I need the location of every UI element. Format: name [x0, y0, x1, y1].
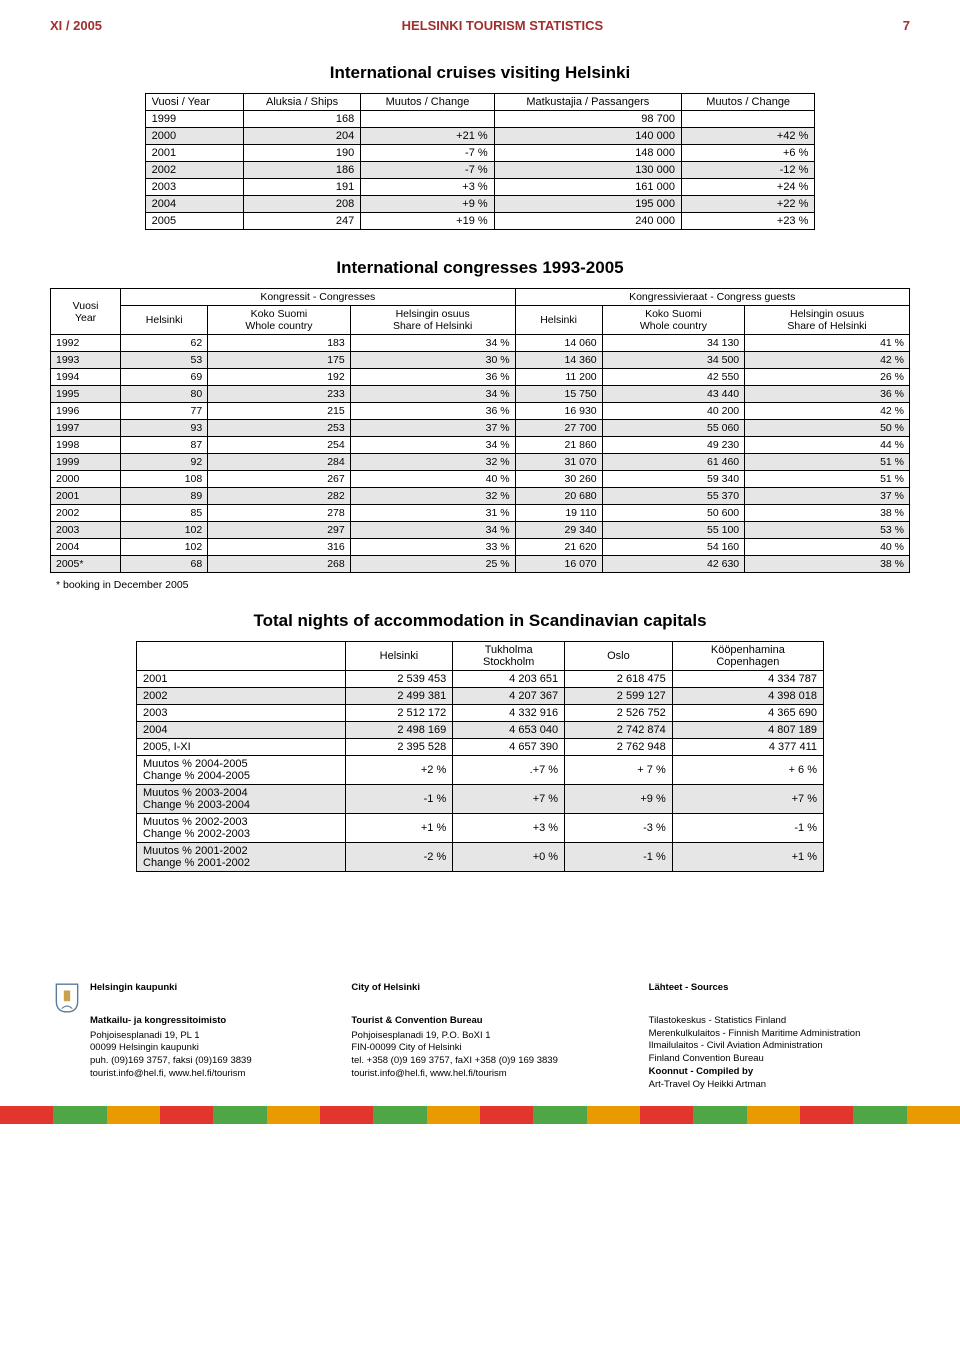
color-strip-segment — [480, 1106, 533, 1124]
footer-line: 00099 Helsingin kaupunki — [90, 1042, 311, 1055]
footer-line: tourist.info@hel.fi, www.hel.fi/tourism — [90, 1068, 311, 1081]
footer-line: puh. (09)169 3757, faksi (09)169 3839 — [90, 1055, 311, 1068]
table-row: Muutos % 2001-2002 Change % 2001-2002-2 … — [137, 843, 824, 872]
footer-col1-sub: Matkailu- ja kongressitoimisto — [90, 1015, 311, 1028]
table-row: Muutos % 2003-2004 Change % 2003-2004-1 … — [137, 785, 824, 814]
footer-line: tourist.info@hel.fi, www.hel.fi/tourism — [351, 1068, 608, 1081]
color-strip-segment — [640, 1106, 693, 1124]
table-row: Muutos % 2004-2005 Change % 2004-2005+2 … — [137, 756, 824, 785]
table-row: 2001190-7 %148 000+6 % — [145, 145, 815, 162]
color-strip-segment — [427, 1106, 480, 1124]
color-strip-segment — [160, 1106, 213, 1124]
color-strip-segment — [800, 1106, 853, 1124]
footer-line: Merenkulkulaitos - Finnish Maritime Admi… — [649, 1028, 906, 1041]
footer-line: Finland Convention Bureau — [649, 1053, 906, 1066]
footer-line: Pohjoisesplanadi 19, P.O. BoXI 1 — [351, 1030, 608, 1043]
footer-col2-hdr: City of Helsinki — [351, 982, 608, 995]
footer-line: Tilastokeskus - Statistics Finland — [649, 1015, 906, 1028]
header-right: 7 — [903, 18, 910, 33]
header-center: HELSINKI TOURISM STATISTICS — [402, 18, 604, 33]
table-row: 2005247+19 %240 000+23 % — [145, 213, 815, 230]
table-row: 20042 498 1694 653 0402 742 8744 807 189 — [137, 722, 824, 739]
color-strip-segment — [587, 1106, 640, 1124]
footer-line: Pohjoisesplanadi 19, PL 1 — [90, 1030, 311, 1043]
table-row: 2004208+9 %195 000+22 % — [145, 196, 815, 213]
table-row: 19946919236 %11 20042 55026 % — [51, 369, 910, 386]
color-strip-segment — [747, 1106, 800, 1124]
nights-table: HelsinkiTukholma StockholmOsloKööpenhami… — [136, 641, 824, 872]
table-row: Muutos % 2002-2003 Change % 2002-2003+1 … — [137, 814, 824, 843]
congresses-column: Koko Suomi Whole country — [208, 306, 350, 335]
color-strip-segment — [213, 1106, 266, 1124]
color-strip-segment — [853, 1106, 906, 1124]
congresses-column: Helsinki — [121, 306, 208, 335]
congresses-table: Vuosi Year Kongressit - Congresses Kongr… — [50, 288, 910, 573]
table-row: 20012 539 4534 203 6512 618 4754 334 787 — [137, 671, 824, 688]
nights-column: Kööpenhamina Copenhagen — [672, 642, 823, 671]
table-row: 19999228432 %31 07061 46051 % — [51, 454, 910, 471]
congresses-column: Helsingin osuus Share of Helsinki — [745, 306, 910, 335]
table-row: 19979325337 %27 70055 06050 % — [51, 420, 910, 437]
congresses-group-left: Kongressit - Congresses — [121, 289, 515, 306]
table-row: 200410231633 %21 62054 16040 % — [51, 539, 910, 556]
table-row: 200310229734 %29 34055 10053 % — [51, 522, 910, 539]
table-row: 2005*6826825 %16 07042 63038 % — [51, 556, 910, 573]
color-strip-segment — [373, 1106, 426, 1124]
congresses-column: Koko Suomi Whole country — [602, 306, 744, 335]
footer-line: tel. +358 (0)9 169 3757, faXI +358 (0)9 … — [351, 1055, 608, 1068]
header-left: XI / 2005 — [50, 18, 102, 33]
table-row: 19958023334 %15 75043 44036 % — [51, 386, 910, 403]
footer: Helsingin kaupunki Matkailu- ja kongress… — [50, 982, 910, 1092]
table-row: 2000204+21 %140 000+42 % — [145, 128, 815, 145]
page-header: XI / 2005 HELSINKI TOURISM STATISTICS 7 — [50, 18, 910, 33]
congresses-column: Helsinki — [515, 306, 602, 335]
footer-col2-sub: Tourist & Convention Bureau — [351, 1015, 608, 1028]
nights-column — [137, 642, 346, 671]
footer-line: Ilmailulaitos - Civil Aviation Administr… — [649, 1040, 906, 1053]
nights-column: Tukholma Stockholm — [453, 642, 565, 671]
helsinki-crest-icon — [54, 982, 80, 1014]
table-row: 19967721536 %16 93040 20042 % — [51, 403, 910, 420]
color-strip-segment — [693, 1106, 746, 1124]
cruises-table: Vuosi / YearAluksia / ShipsMuutos / Chan… — [145, 93, 816, 230]
table-row: 20032 512 1724 332 9162 526 7524 365 690 — [137, 705, 824, 722]
nights-column: Oslo — [565, 642, 673, 671]
nights-title: Total nights of accommodation in Scandin… — [50, 611, 910, 631]
table-row: 2003191+3 %161 000+24 % — [145, 179, 815, 196]
cruises-column: Muutos / Change — [681, 94, 814, 111]
table-row: 20018928232 %20 68055 37037 % — [51, 488, 910, 505]
cruises-column: Muutos / Change — [361, 94, 494, 111]
table-row: 2005, I-XI2 395 5284 657 3902 762 9484 3… — [137, 739, 824, 756]
table-row: 199916898 700 — [145, 111, 815, 128]
color-strip — [0, 1106, 960, 1124]
cruises-column: Vuosi / Year — [145, 94, 243, 111]
nights-column: Helsinki — [345, 642, 453, 671]
congresses-group-right: Kongressivieraat - Congress guests — [515, 289, 909, 306]
color-strip-segment — [53, 1106, 106, 1124]
table-row: 19935317530 %14 36034 50042 % — [51, 352, 910, 369]
table-row: 19988725434 %21 86049 23044 % — [51, 437, 910, 454]
table-row: 200010826740 %30 26059 34051 % — [51, 471, 910, 488]
table-row: 20028527831 %19 11050 60038 % — [51, 505, 910, 522]
cruises-column: Matkustajia / Passangers — [494, 94, 681, 111]
color-strip-segment — [107, 1106, 160, 1124]
congresses-column: Helsingin osuus Share of Helsinki — [350, 306, 515, 335]
color-strip-segment — [907, 1106, 960, 1124]
footer-line: FIN-00099 City of Helsinki — [351, 1042, 608, 1055]
footer-line: Art-Travel Oy Heikki Artman — [649, 1079, 906, 1092]
color-strip-segment — [267, 1106, 320, 1124]
congresses-footnote: * booking in December 2005 — [56, 579, 910, 591]
color-strip-segment — [533, 1106, 586, 1124]
cruises-column: Aluksia / Ships — [243, 94, 360, 111]
footer-line: Koonnut - Compiled by — [649, 1066, 906, 1079]
congresses-title: International congresses 1993-2005 — [50, 258, 910, 278]
table-row: 20022 499 3814 207 3672 599 1274 398 018 — [137, 688, 824, 705]
cruises-title: International cruises visiting Helsinki — [50, 63, 910, 83]
color-strip-segment — [320, 1106, 373, 1124]
footer-col1-hdr: Helsingin kaupunki — [90, 982, 311, 995]
table-row: 19926218334 %14 06034 13041 % — [51, 335, 910, 352]
table-row: 2002186-7 %130 000-12 % — [145, 162, 815, 179]
color-strip-segment — [0, 1106, 53, 1124]
footer-col3-hdr: Lähteet - Sources — [649, 982, 906, 995]
